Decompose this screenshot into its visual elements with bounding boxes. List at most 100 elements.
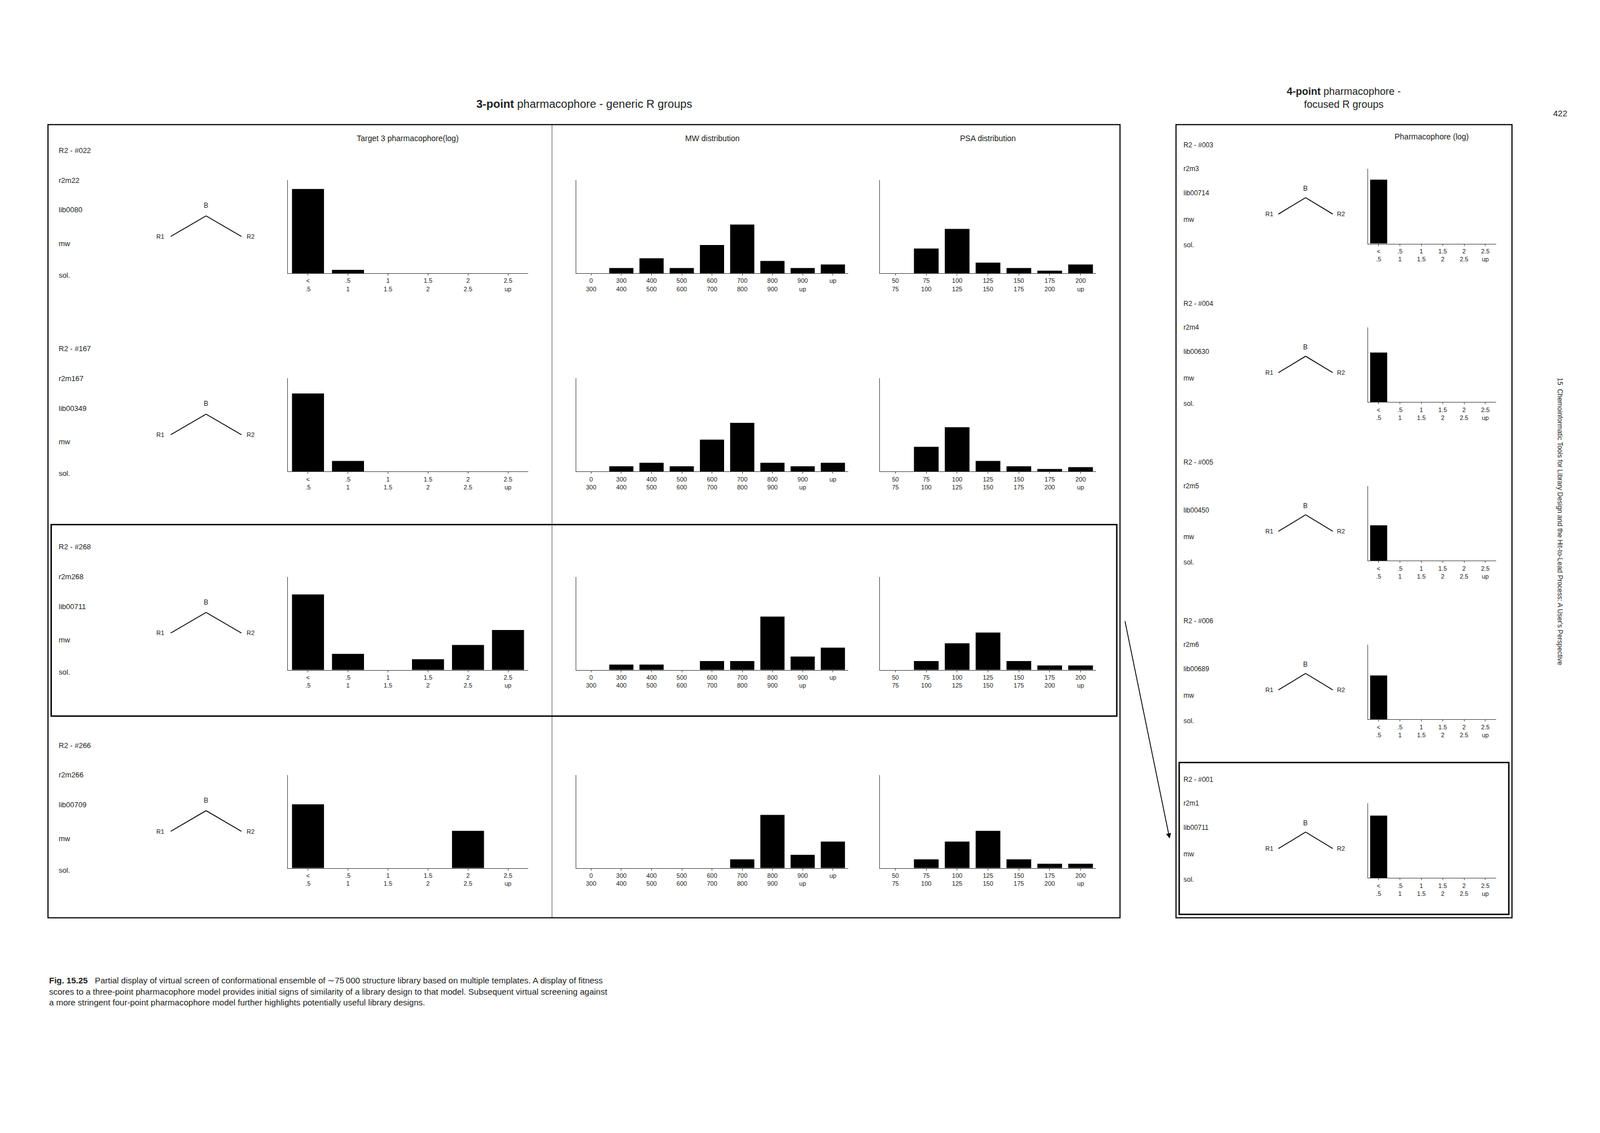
svg-text:lib00711: lib00711	[1183, 823, 1209, 832]
svg-text:75100: 75100	[921, 871, 932, 887]
svg-text:175200: 175200	[1044, 277, 1055, 292]
svg-text:400500: 400500	[646, 673, 657, 689]
svg-text:B: B	[1303, 660, 1308, 669]
svg-text:R2: R2	[246, 827, 255, 835]
svg-text:1.52: 1.52	[1438, 882, 1448, 897]
svg-text:B: B	[203, 399, 209, 408]
svg-text:R2 - #006: R2 - #006	[1183, 616, 1214, 625]
svg-text:100125: 100125	[952, 277, 963, 292]
svg-text:sol.: sol.	[58, 270, 70, 280]
svg-text:150175: 150175	[1013, 871, 1024, 887]
svg-text:r2m268: r2m268	[58, 572, 84, 581]
svg-text:1.52: 1.52	[423, 673, 433, 689]
svg-text:r2m1: r2m1	[1183, 799, 1200, 808]
svg-text:R2 - #167: R2 - #167	[58, 344, 91, 353]
svg-text:mw: mw	[1183, 374, 1195, 383]
svg-text:R2: R2	[1337, 210, 1345, 218]
svg-text:lib00714: lib00714	[1183, 189, 1210, 197]
svg-text:200up: 200up	[1075, 871, 1086, 887]
svg-text:150175: 150175	[1013, 277, 1024, 292]
svg-text:5075: 5075	[891, 475, 899, 491]
svg-text:11.5: 11.5	[383, 475, 393, 491]
svg-text:200up: 200up	[1075, 673, 1086, 689]
svg-text:<.5: <.5	[1375, 882, 1382, 897]
svg-text:<.5: <.5	[1375, 564, 1382, 580]
svg-text:1.52: 1.52	[423, 475, 433, 491]
svg-text:<.5: <.5	[305, 871, 311, 887]
svg-text:1.52: 1.52	[423, 277, 433, 292]
svg-text:100125: 100125	[952, 673, 963, 689]
svg-text:R2: R2	[1337, 686, 1345, 694]
svg-text:100125: 100125	[952, 871, 963, 887]
svg-text:800900: 800900	[767, 673, 778, 689]
svg-text:B: B	[203, 201, 209, 210]
svg-text:11.5: 11.5	[1417, 247, 1426, 263]
svg-text:sol.: sol.	[1183, 716, 1195, 725]
svg-text:sol.: sol.	[1183, 875, 1195, 884]
svg-text:400500: 400500	[646, 277, 657, 292]
svg-text:0300: 0300	[585, 871, 596, 887]
svg-text:MW distribution: MW distribution	[685, 133, 740, 143]
svg-text:R2: R2	[246, 233, 255, 240]
svg-text:<.5: <.5	[1375, 247, 1382, 263]
svg-text:Target 3 pharmacophore(log): Target 3 pharmacophore(log)	[356, 133, 459, 143]
svg-text:100125: 100125	[952, 475, 963, 491]
svg-text:lib00450: lib00450	[1183, 506, 1210, 515]
svg-text:R1: R1	[156, 629, 165, 637]
svg-text:mw: mw	[1183, 691, 1195, 700]
svg-text:<.5: <.5	[305, 277, 311, 292]
svg-text:1.52: 1.52	[423, 871, 433, 887]
svg-text:B: B	[1303, 184, 1308, 193]
svg-text:mw: mw	[58, 239, 71, 248]
svg-text:.51: .51	[345, 475, 351, 491]
svg-text:2.5up: 2.5up	[503, 475, 512, 491]
svg-text:300400: 300400	[616, 475, 627, 491]
svg-text:2.5up: 2.5up	[503, 871, 512, 887]
svg-text:5075: 5075	[891, 277, 899, 292]
svg-text:r2m4: r2m4	[1183, 323, 1200, 332]
svg-text:4-point pharmacophore -focused: 4-point pharmacophore -focused R groups	[1286, 85, 1401, 111]
svg-text:R2: R2	[1337, 527, 1345, 535]
svg-text:lib0080: lib0080	[58, 205, 83, 214]
svg-text:R2: R2	[1337, 369, 1345, 376]
svg-text:lib00709: lib00709	[58, 800, 87, 809]
svg-text:0300: 0300	[585, 673, 596, 689]
svg-text:r2m3: r2m3	[1183, 164, 1200, 173]
svg-text:500600: 500600	[676, 475, 687, 491]
svg-text:175200: 175200	[1044, 475, 1055, 491]
svg-text:B: B	[203, 598, 209, 607]
svg-text:5075: 5075	[891, 673, 899, 689]
svg-text:600700: 600700	[706, 475, 717, 491]
svg-text:sol.: sol.	[1183, 240, 1195, 249]
svg-text:mw: mw	[1183, 215, 1195, 224]
svg-text:125150: 125150	[982, 673, 993, 689]
svg-text:0300: 0300	[585, 277, 596, 292]
svg-text:.51: .51	[345, 277, 351, 292]
svg-text:up: up	[829, 475, 837, 483]
svg-text:1.52: 1.52	[1438, 406, 1448, 422]
svg-text:mw: mw	[1183, 532, 1195, 541]
svg-text:mw: mw	[1183, 849, 1195, 858]
svg-text:mw: mw	[58, 834, 71, 843]
svg-text:2.5up: 2.5up	[1480, 882, 1490, 897]
svg-text:R1: R1	[156, 233, 165, 240]
svg-text:200up: 200up	[1075, 475, 1086, 491]
svg-text:R2 - #001: R2 - #001	[1183, 775, 1214, 784]
svg-text:75100: 75100	[921, 475, 932, 491]
svg-text:up: up	[829, 277, 837, 284]
svg-text:r2m266: r2m266	[58, 770, 84, 779]
svg-text:.51: .51	[1397, 247, 1403, 263]
svg-text:R2 - #005: R2 - #005	[1183, 458, 1214, 467]
svg-text:300400: 300400	[616, 871, 627, 887]
svg-text:15 Chemoinformatic Tools for: 15 Chemoinformatic Tools for Library Des…	[1555, 377, 1564, 665]
svg-text:lib00630: lib00630	[1183, 347, 1210, 356]
svg-text:11.5: 11.5	[383, 277, 393, 292]
svg-text:<.5: <.5	[1375, 406, 1382, 422]
svg-text:sol.: sol.	[1183, 399, 1195, 408]
svg-text:r2m6: r2m6	[1183, 640, 1200, 649]
svg-text:800900: 800900	[767, 871, 778, 887]
svg-text:2.5up: 2.5up	[1480, 564, 1490, 580]
svg-text:1.52: 1.52	[1438, 723, 1448, 739]
svg-text:22.5: 22.5	[1459, 882, 1468, 897]
svg-text:300400: 300400	[616, 277, 627, 292]
